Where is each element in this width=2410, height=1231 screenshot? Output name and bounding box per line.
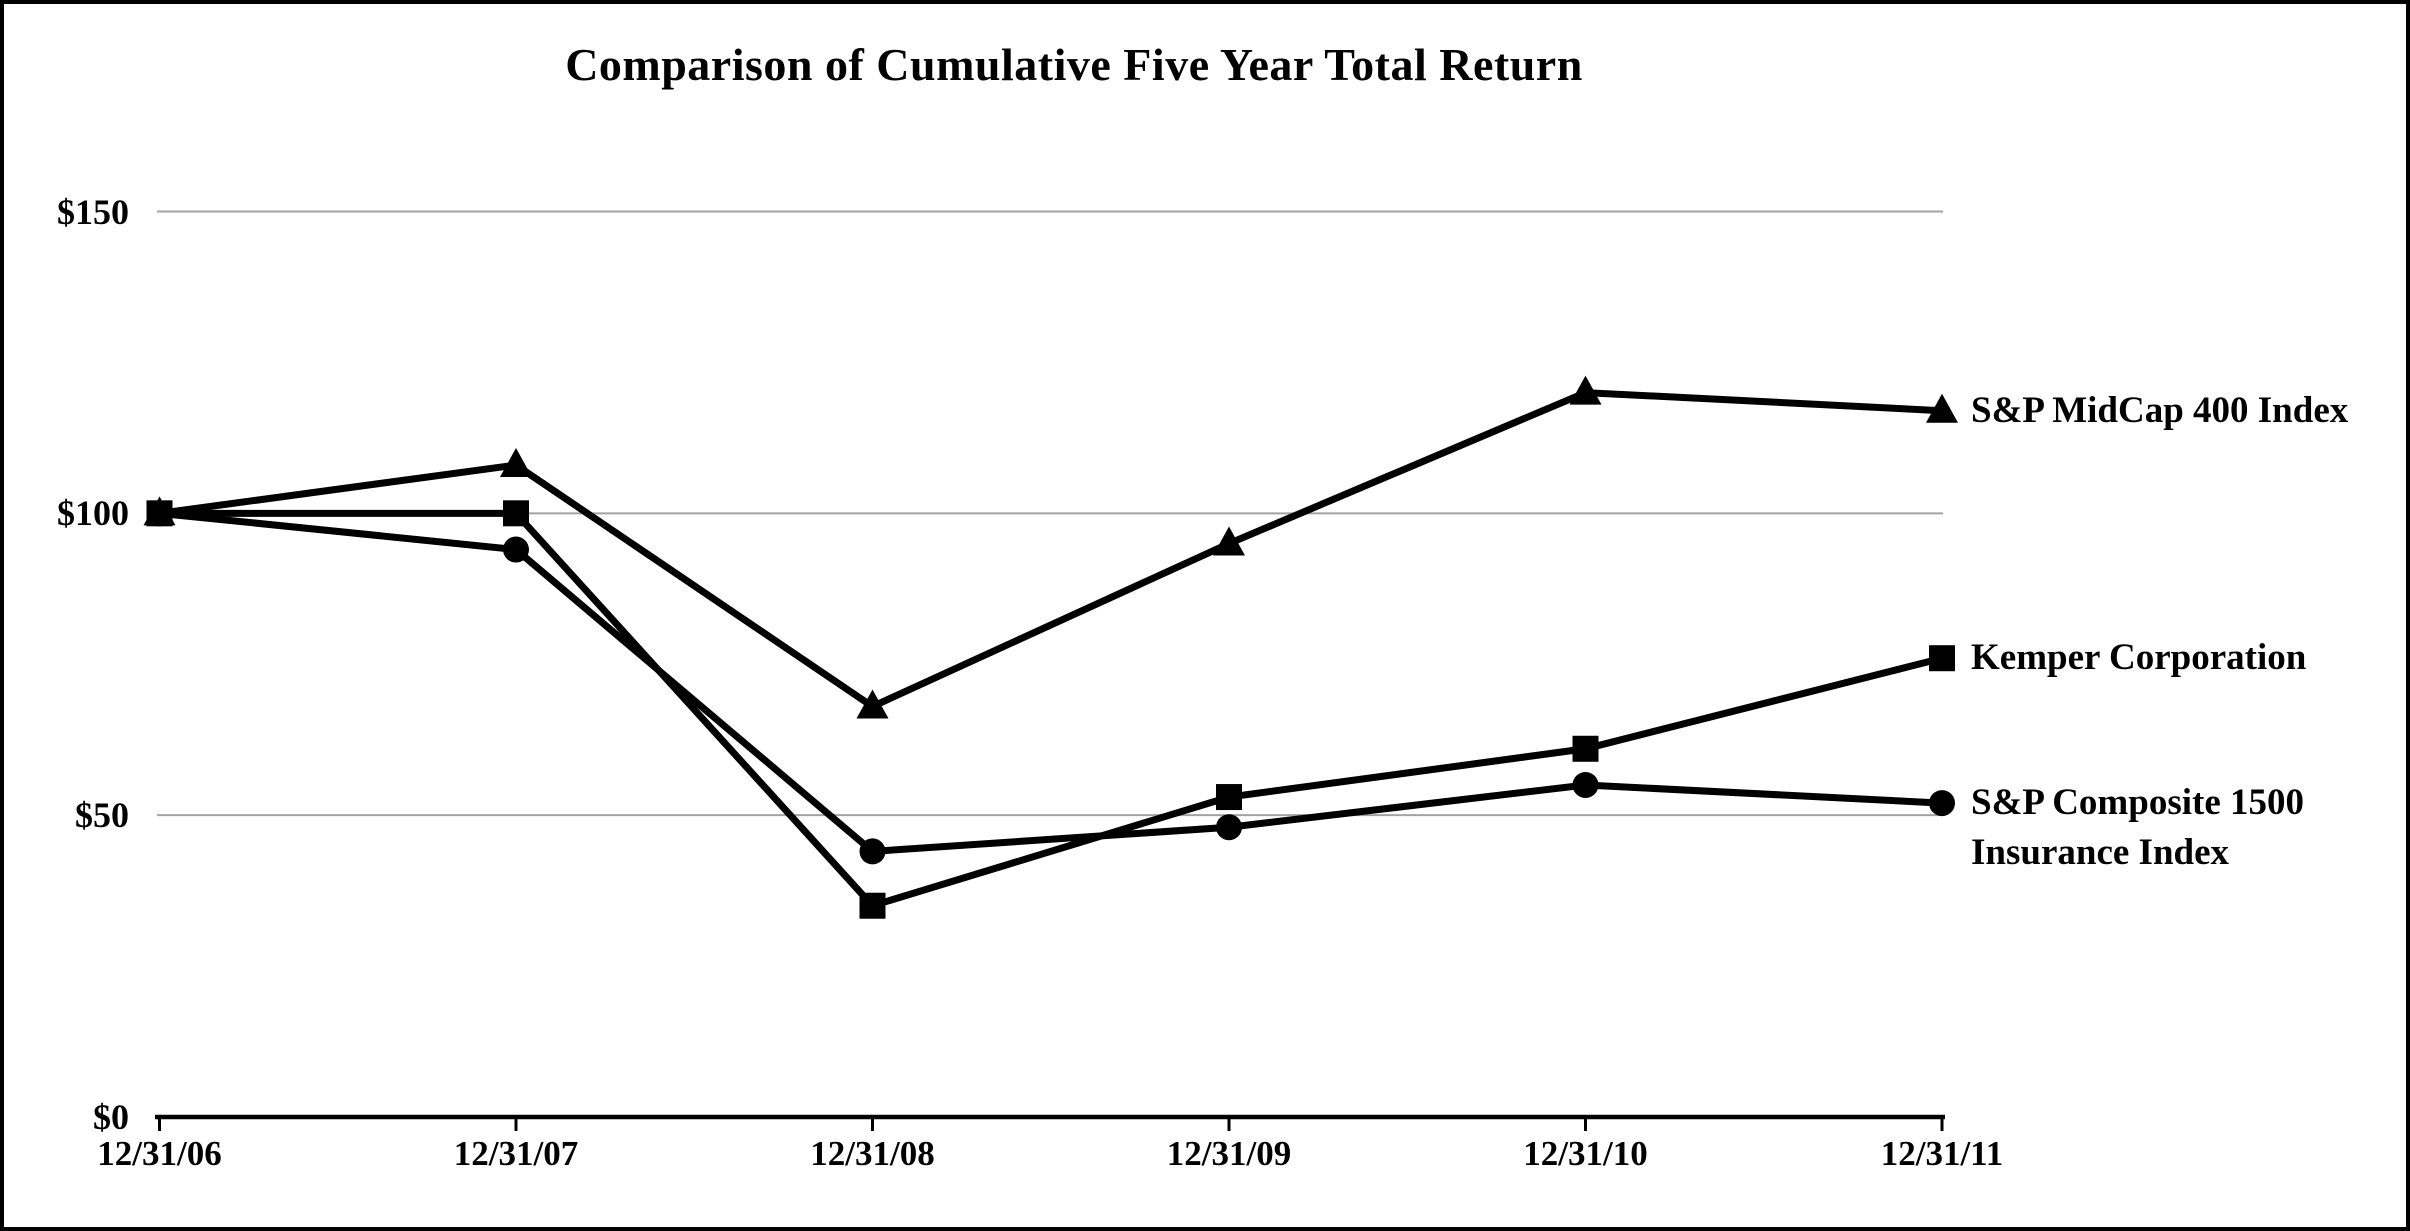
- y-axis-tick-label-50: $50: [75, 795, 129, 836]
- series-label-text: Insurance Index: [1971, 832, 2230, 874]
- marker-square-kemper-corporation: [859, 892, 886, 919]
- marker-square-kemper-corporation: [503, 500, 529, 527]
- marker-triangle-sandp-midcap-400-index: [1569, 375, 1602, 405]
- series-label-text: Kemper Corporation: [1971, 637, 2307, 679]
- series-label-text: S&P Composite 1500: [1971, 782, 2304, 824]
- series-label-text: S&P MidCap 400 Index: [1971, 389, 2349, 431]
- marker-triangle-sandp-midcap-400-index: [1213, 526, 1245, 556]
- series-label-sp-composite-1500-insurance-index: S&P Composite 1500 Insurance Index: [1971, 778, 2304, 878]
- series-line-kemper-corporation: [159, 509, 1943, 910]
- marker-circle-sandp-composite-1500-insurance-index: [1929, 790, 1955, 817]
- series-label-kemper-corporation: Kemper Corporation: [1971, 633, 2306, 683]
- marker-triangle-sandp-midcap-400-index: [1926, 393, 1958, 423]
- y-axis-tick-label-150: $150: [57, 191, 129, 232]
- chart-title: Comparison of Cumulative Five Year Total…: [565, 39, 1583, 90]
- marker-square-kemper-corporation: [146, 500, 173, 527]
- marker-square-kemper-corporation: [1572, 735, 1599, 762]
- marker-square-kemper-corporation: [1929, 645, 1955, 672]
- x-axis-tick-label-2007: 12/31/07: [453, 1134, 579, 1173]
- series-line-sandp-composite-1500-insurance-index: [159, 509, 1943, 855]
- marker-circle-sandp-composite-1500-insurance-index: [503, 536, 529, 563]
- marker-triangle-sandp-midcap-400-index: [856, 689, 889, 719]
- series-label-sp-midcap-400-index: S&P MidCap 400 Index: [1971, 386, 2348, 436]
- marker-square-kemper-corporation: [1216, 784, 1242, 811]
- marker-triangle-sandp-midcap-400-index: [500, 448, 532, 478]
- marker-circle-sandp-composite-1500-insurance-index: [859, 838, 886, 865]
- y-axis-tick-label-100: $100: [57, 493, 129, 534]
- series-line-sandp-midcap-400-index: [159, 389, 1943, 711]
- y-axis-tick-label-0: $0: [93, 1097, 129, 1137]
- x-axis-tick-label-2010: 12/31/10: [1523, 1134, 1648, 1173]
- x-axis-tick-label-2008: 12/31/08: [810, 1134, 935, 1173]
- marker-circle-sandp-composite-1500-insurance-index: [1572, 771, 1599, 798]
- marker-circle-sandp-composite-1500-insurance-index: [1216, 814, 1242, 841]
- x-axis-tick-label-2006: 12/31/06: [97, 1134, 222, 1173]
- chart-canvas: [143, 210, 1958, 1131]
- x-axis-tick-label-2011: 12/31/11: [1880, 1134, 2004, 1173]
- x-axis-tick-label-2009: 12/31/09: [1166, 1134, 1292, 1173]
